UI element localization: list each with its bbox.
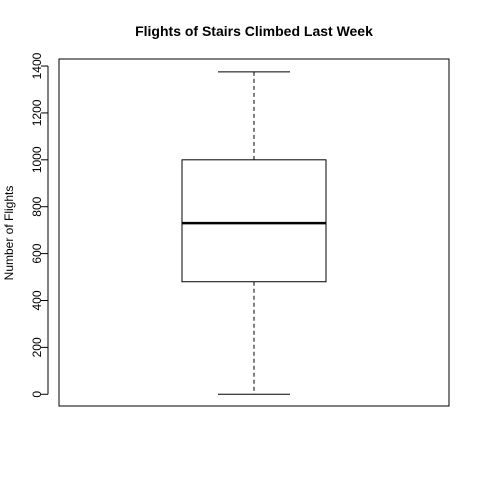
chart-title: Flights of Stairs Climbed Last Week bbox=[135, 23, 373, 39]
iqr-box bbox=[181, 159, 327, 283]
y-tick-label: 1000 bbox=[30, 146, 44, 173]
y-axis: 0 200 400 600 800 1000 1200 1400 bbox=[30, 52, 49, 398]
y-tick-label: 400 bbox=[30, 290, 44, 310]
y-axis-label: Number of Flights bbox=[2, 186, 16, 281]
y-tick-label: 600 bbox=[30, 243, 44, 263]
y-tick-label: 1200 bbox=[30, 99, 44, 126]
plot-frame bbox=[58, 58, 450, 407]
y-tick-label: 1400 bbox=[30, 52, 44, 79]
y-tick-label: 200 bbox=[30, 337, 44, 357]
y-tick-label: 800 bbox=[30, 196, 44, 216]
box-plot bbox=[181, 71, 327, 395]
y-tick-label: 0 bbox=[30, 391, 44, 398]
